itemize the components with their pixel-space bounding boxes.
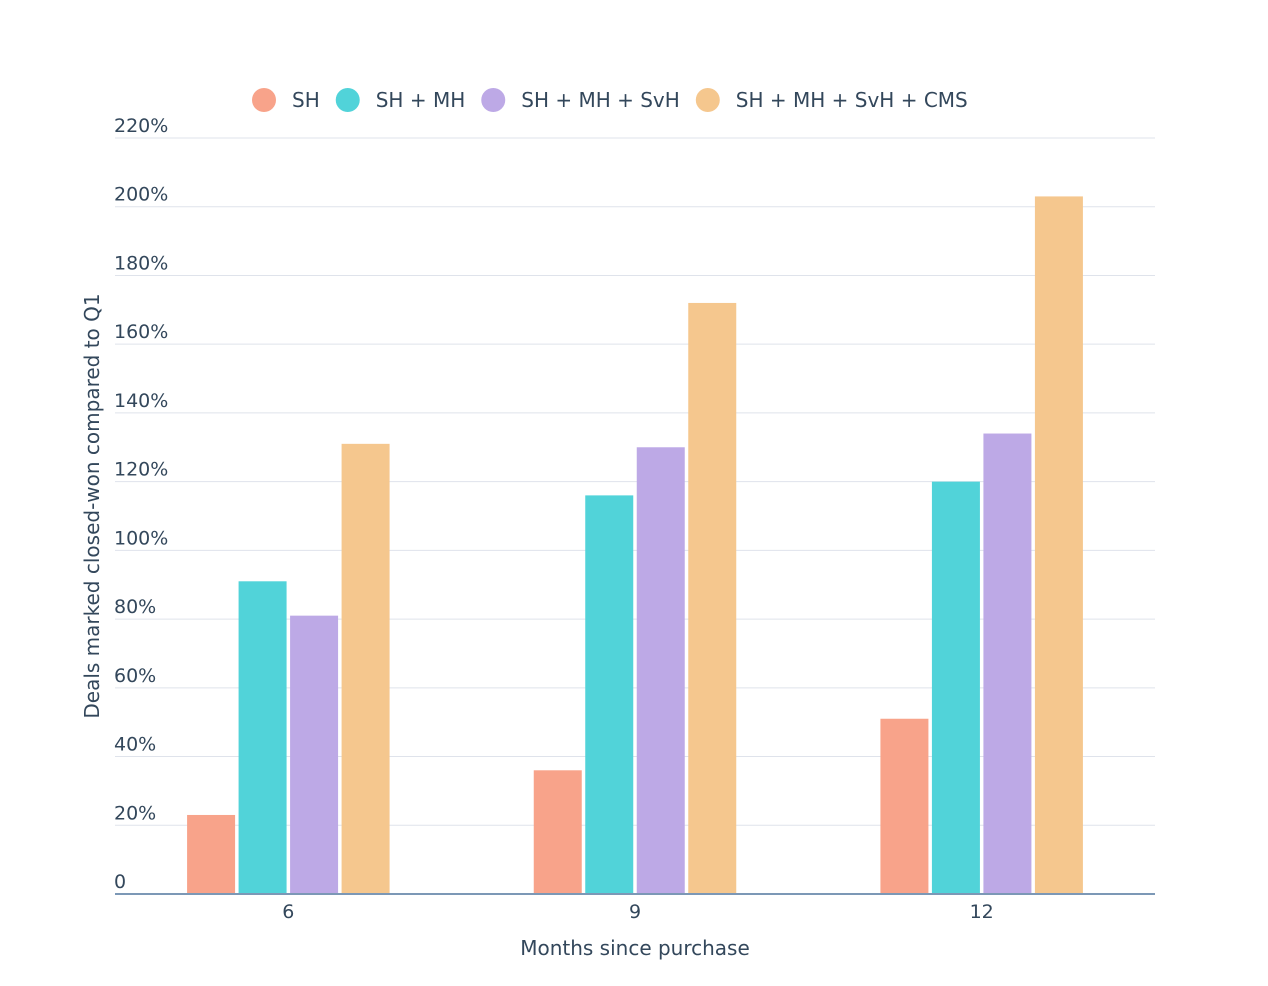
- x-tick-label: 12: [970, 901, 994, 923]
- legend-item: SH + MH + SvH: [481, 88, 680, 112]
- y-tick-label: 180%: [114, 252, 168, 274]
- bar-sh-mh-6: [238, 581, 287, 894]
- bar-sh-6: [187, 814, 236, 894]
- legend-item: SH + MH + SvH + CMS: [695, 88, 968, 112]
- legend-item: SH: [252, 88, 320, 112]
- bar-sh-mh-svh-cms-12: [1034, 196, 1083, 894]
- legend-label: SH: [292, 88, 320, 112]
- bar-sh-9: [533, 770, 582, 894]
- y-tick-label: 100%: [114, 527, 168, 549]
- bar-sh-mh-svh-9: [636, 447, 685, 894]
- legend-swatch: [695, 88, 720, 112]
- y-axis-ticks: 0 20% 40% 60% 80% 100% 120% 140% 160% 180% 200% 220…: [114, 115, 168, 893]
- y-tick-label: 220%: [114, 115, 168, 137]
- bars: [187, 196, 1083, 895]
- bar-sh-mh-svh-6: [290, 615, 339, 894]
- legend-swatch: [335, 88, 360, 112]
- y-tick-label: 140%: [114, 390, 168, 412]
- legend: SH SH + MH SH + MH + SvH SH + MH + SvH + CM…: [252, 88, 968, 112]
- y-axis-title: Deals marked closed-won compared to Q1: [80, 293, 104, 718]
- gridlines: [115, 137, 1155, 826]
- legend-label: SH + MH: [376, 88, 466, 112]
- legend-label: SH + MH + SvH: [521, 88, 680, 112]
- legend-swatch: [252, 88, 276, 112]
- bar-sh-mh-12: [931, 481, 980, 894]
- y-tick-label: 20%: [114, 802, 156, 824]
- x-tick-label: 6: [282, 901, 294, 923]
- legend-item: SH + MH: [335, 88, 466, 112]
- y-tick-label: 0: [114, 871, 126, 893]
- x-axis-title: Months since purchase: [520, 936, 750, 960]
- bar-sh-mh-svh-12: [983, 433, 1032, 894]
- legend-label: SH + MH + SvH + CMS: [736, 88, 968, 112]
- bar-sh-mh-svh-cms-6: [341, 443, 390, 894]
- bar-sh-12: [880, 718, 929, 894]
- y-tick-label: 80%: [114, 596, 156, 618]
- x-axis-ticks: 6 9 12: [282, 901, 993, 923]
- x-tick-label: 9: [629, 901, 641, 923]
- y-tick-label: 200%: [114, 184, 168, 206]
- y-tick-label: 40%: [114, 734, 156, 756]
- legend-swatch: [481, 88, 506, 112]
- y-tick-label: 60%: [114, 665, 156, 687]
- bar-sh-mh-9: [585, 495, 634, 894]
- y-tick-label: 120%: [114, 459, 168, 481]
- bar-sh-mh-svh-cms-9: [688, 302, 737, 895]
- y-tick-label: 160%: [114, 321, 168, 343]
